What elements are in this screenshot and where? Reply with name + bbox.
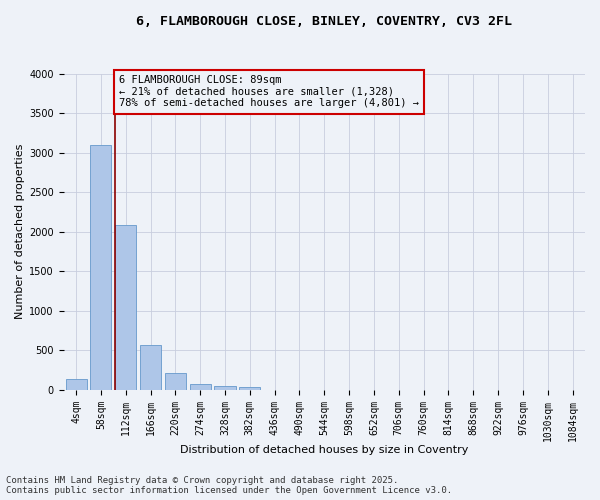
Bar: [115, 226, 136, 390]
Bar: [91, 145, 112, 390]
Bar: [140, 344, 161, 390]
Text: 6 FLAMBOROUGH CLOSE: 89sqm
← 21% of detached houses are smaller (1,328)
78% of s: 6 FLAMBOROUGH CLOSE: 89sqm ← 21% of deta…: [119, 75, 419, 108]
Bar: [190, 384, 211, 390]
Bar: [239, 387, 260, 390]
Bar: [65, 379, 86, 390]
Bar: [165, 374, 186, 390]
X-axis label: Distribution of detached houses by size in Coventry: Distribution of detached houses by size …: [180, 445, 469, 455]
Bar: [214, 386, 236, 390]
Text: Contains HM Land Registry data © Crown copyright and database right 2025.
Contai: Contains HM Land Registry data © Crown c…: [6, 476, 452, 495]
Y-axis label: Number of detached properties: Number of detached properties: [15, 144, 25, 320]
Title: 6, FLAMBOROUGH CLOSE, BINLEY, COVENTRY, CV3 2FL: 6, FLAMBOROUGH CLOSE, BINLEY, COVENTRY, …: [136, 15, 512, 28]
